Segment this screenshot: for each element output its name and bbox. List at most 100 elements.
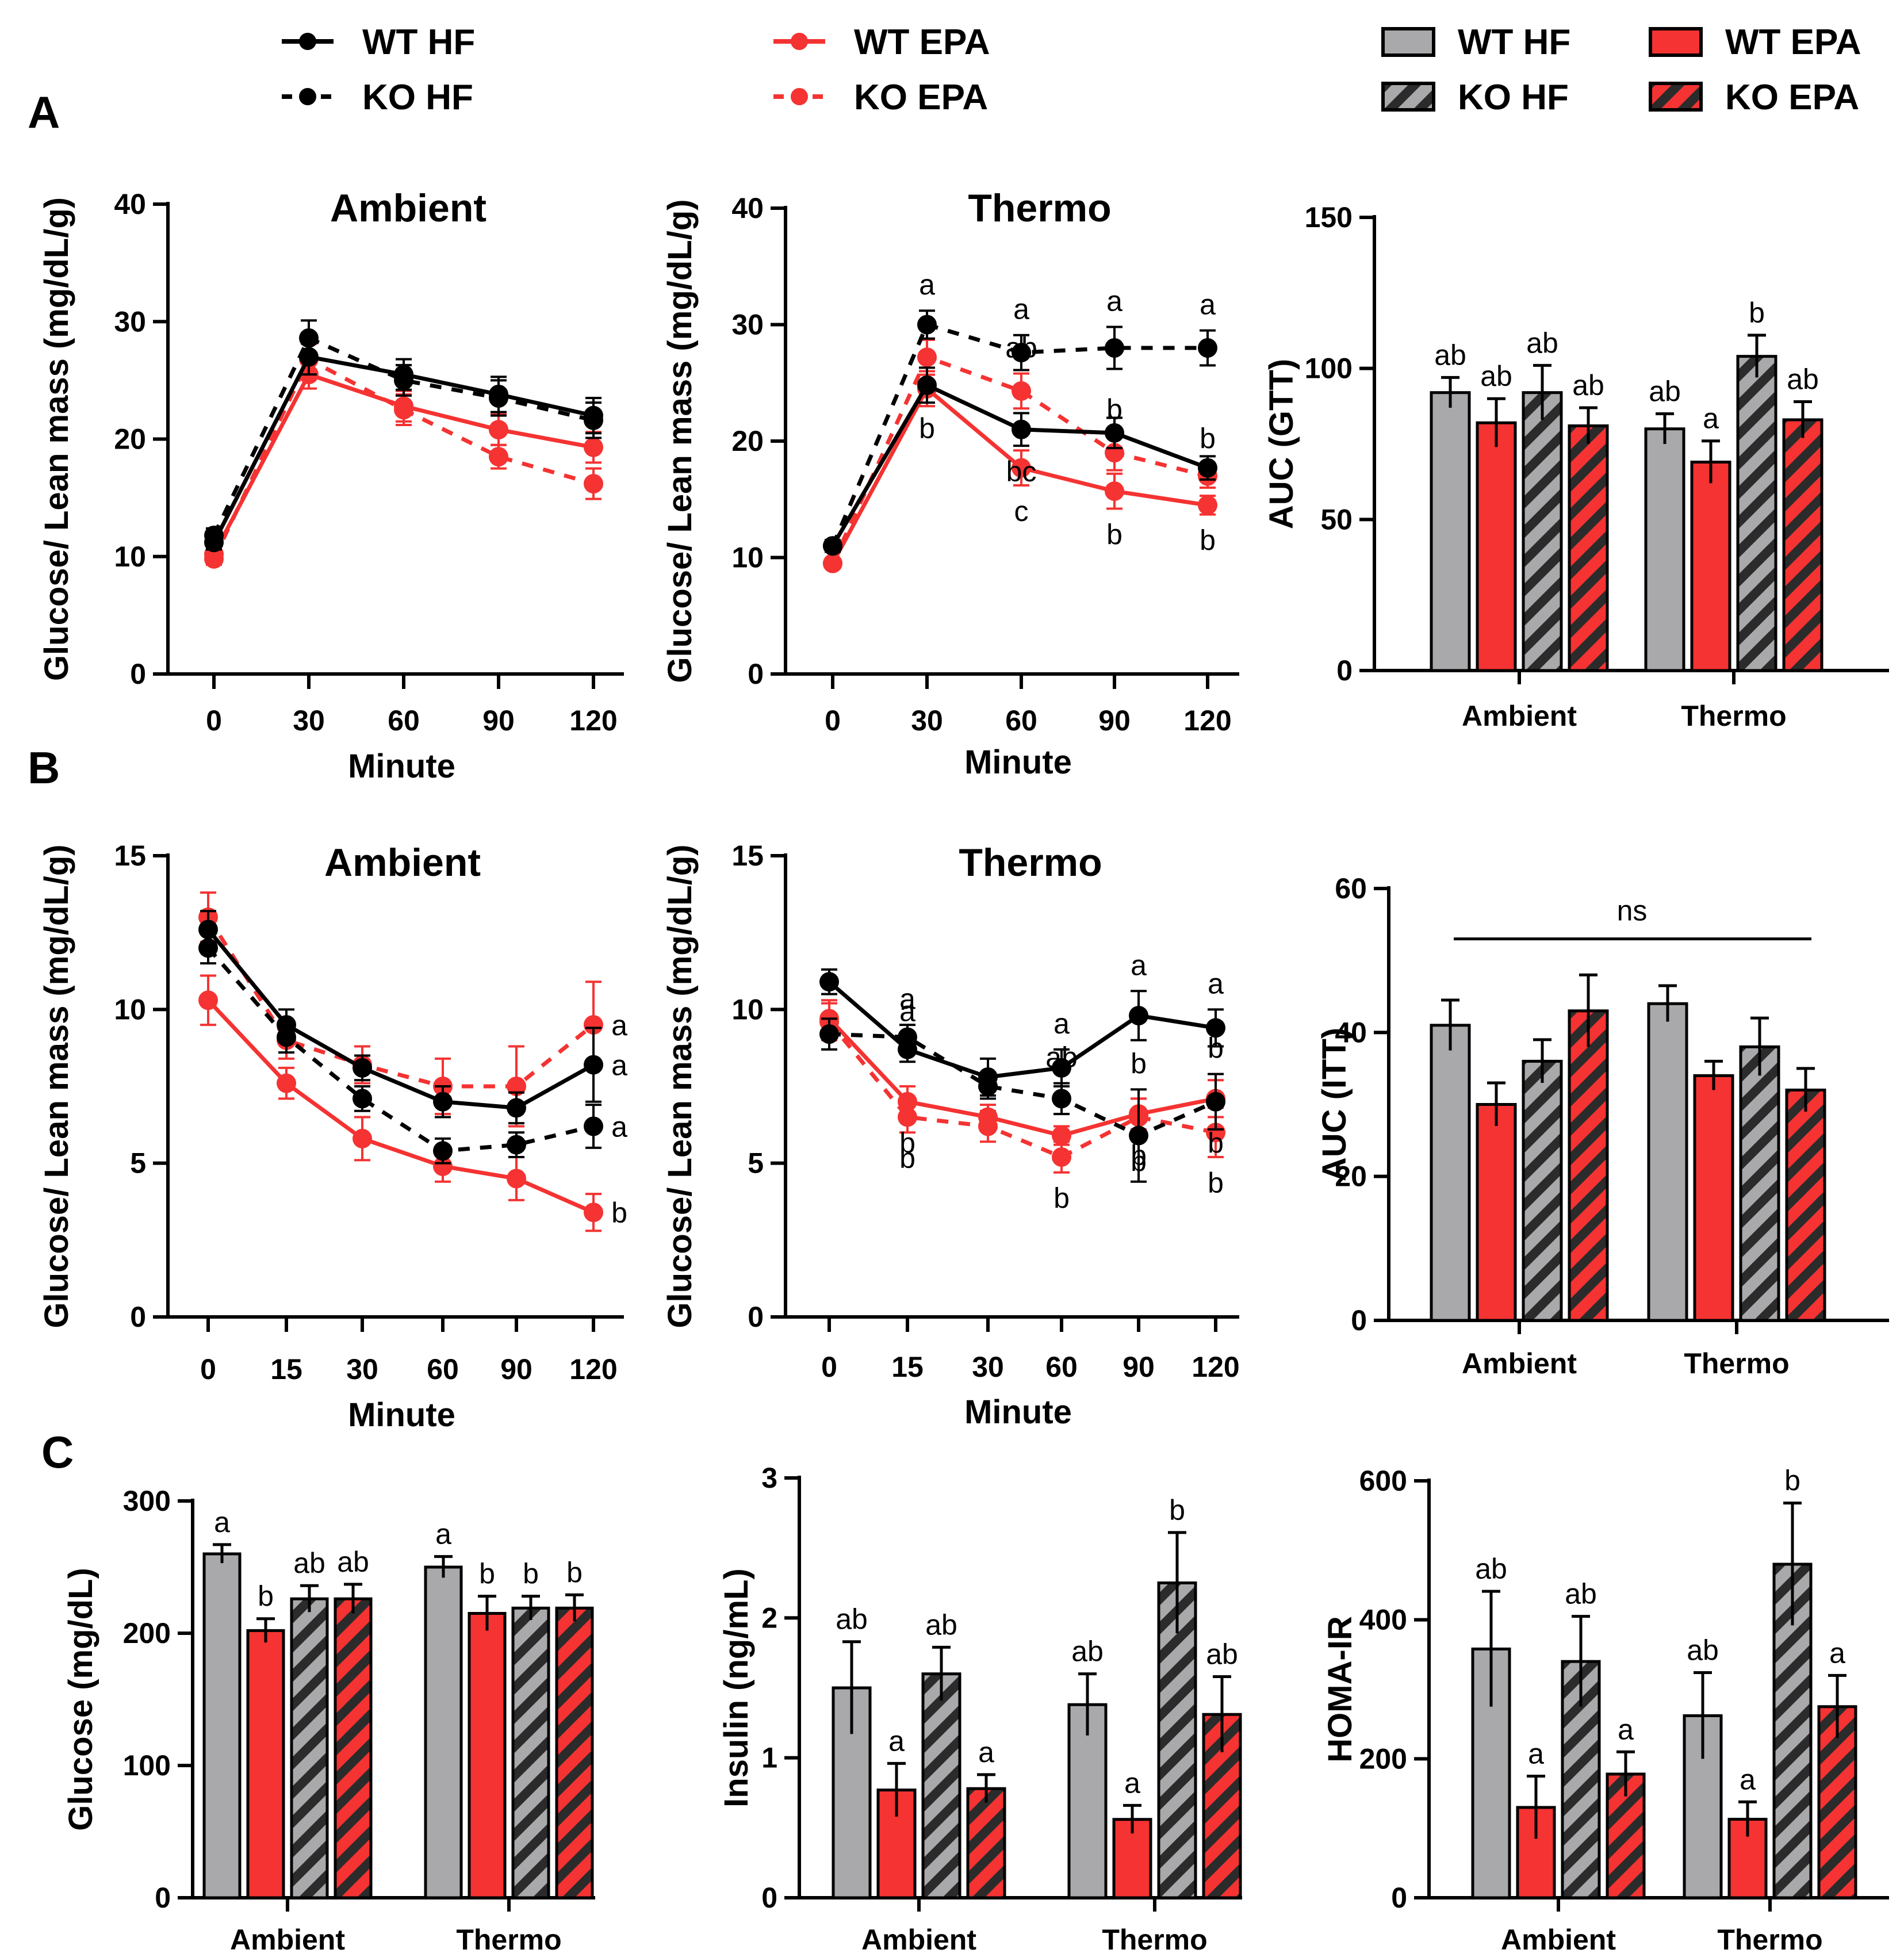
data-point — [1052, 1125, 1071, 1146]
significance-letter: b — [899, 1142, 915, 1174]
bar — [424, 1565, 463, 1899]
significance-letter: b — [1131, 1047, 1147, 1079]
significance-letter: ab — [337, 1546, 369, 1578]
significance-letter: b — [1200, 524, 1216, 557]
x-tick-label: Ambient — [1462, 700, 1577, 732]
bar — [202, 1552, 242, 1899]
bar-wt-epa — [1476, 1081, 1517, 1322]
line-legend: WT HF KO HF WT EPA KO EPA — [282, 22, 990, 117]
legend-item-wt-hf-line: WT HF — [282, 22, 475, 62]
y-tick-label: 0 — [1391, 1882, 1407, 1914]
data-point — [277, 1015, 296, 1035]
bar — [1568, 1009, 1609, 1322]
bar-ko-epa: a — [1606, 1713, 1646, 1899]
series-wt-hf: a — [198, 910, 627, 1125]
data-point — [584, 437, 603, 457]
significance-letter: a — [1618, 1713, 1634, 1745]
x-tick-label: Thermo — [1102, 1924, 1207, 1956]
significance-letter: b — [919, 412, 935, 445]
bar-wt-epa: ab — [1476, 360, 1517, 672]
x-tick-label: 90 — [1098, 704, 1131, 737]
data-point — [1198, 458, 1217, 478]
data-point — [507, 1135, 526, 1155]
y-tick-label: 10 — [114, 993, 146, 1025]
x-tick-label: 30 — [911, 704, 943, 737]
bar-ko-hf: ab — [290, 1547, 329, 1899]
series-wt-hf: bbc — [823, 366, 1217, 556]
bar — [1568, 424, 1609, 672]
x-tick-label: Thermo — [1681, 700, 1786, 732]
bar-ko-hf — [1522, 1038, 1563, 1322]
bar-ko-hf: ab — [1522, 327, 1563, 672]
series-line — [206, 998, 595, 1215]
bar — [1785, 1088, 1826, 1322]
y-tick-label: 40 — [1335, 1016, 1367, 1048]
bar-ko-hf: b — [511, 1558, 550, 1899]
data-point — [1052, 1058, 1071, 1078]
data-point — [1105, 481, 1124, 501]
y-tick-label: 0 — [1336, 654, 1353, 687]
significance-letter: a — [1053, 1008, 1070, 1040]
legend-label: KO EPA — [1725, 78, 1859, 117]
data-point — [489, 420, 508, 440]
data-point — [353, 1128, 372, 1148]
significance-letter: b — [258, 1580, 274, 1613]
data-point — [204, 533, 224, 553]
bar-wt-epa: b — [246, 1580, 285, 1899]
x-tick-label: 0 — [206, 704, 222, 737]
data-point — [433, 1092, 453, 1112]
y-tick-label: 0 — [130, 1301, 146, 1333]
data-point — [1129, 1125, 1148, 1146]
data-point — [277, 1073, 296, 1093]
bar-wt-hf: a — [424, 1518, 463, 1899]
significance-letter: a — [1703, 403, 1719, 435]
data-point — [1129, 1006, 1148, 1026]
significance-letter: a — [1200, 289, 1216, 321]
legend-label: KO HF — [362, 78, 473, 117]
chart-title: Ambient — [330, 186, 486, 230]
series-line — [828, 980, 1216, 1079]
bar — [1817, 1705, 1857, 1899]
data-point — [433, 1141, 453, 1161]
y-tick-label: 40 — [114, 188, 146, 220]
bar-wt-hf — [1647, 984, 1688, 1322]
significance-letter: ab — [1071, 1636, 1104, 1668]
x-tick-label: 0 — [821, 1351, 837, 1383]
data-point — [823, 536, 842, 556]
bar-wt-epa — [1693, 1059, 1734, 1322]
data-point — [1052, 1089, 1071, 1109]
y-tick-label: 5 — [130, 1147, 146, 1179]
data-point — [1105, 338, 1124, 358]
significance-letter: ab — [1475, 1553, 1507, 1585]
y-tick-label: 30 — [114, 305, 146, 338]
data-point — [1206, 1018, 1225, 1038]
y-tick-label: 0 — [748, 1301, 764, 1333]
y-tick-label: 10 — [731, 542, 764, 574]
significance-letter: a — [978, 1736, 994, 1768]
significance-letter: ab — [1480, 360, 1512, 392]
legend-item-ko-hf-bar: KO HF — [1381, 78, 1569, 117]
data-point — [1012, 458, 1031, 478]
significance-letter: ab — [1434, 339, 1466, 371]
y-tick-label: 0 — [155, 1882, 171, 1914]
data-point — [917, 315, 937, 335]
y-tick-label: 40 — [731, 192, 764, 224]
significance-letter: a — [214, 1506, 230, 1538]
bar-wt-epa: a — [876, 1725, 917, 1899]
data-point — [198, 920, 218, 940]
y-tick-label: 3 — [761, 1462, 777, 1494]
significance-letter: a — [888, 1725, 905, 1757]
y-axis-label: Glucose/ Lean mass (mg/dL/g) — [661, 199, 699, 683]
data-point — [584, 1116, 603, 1136]
x-tick-label: 60 — [388, 704, 420, 737]
y-tick-label: 60 — [1335, 872, 1367, 905]
significance-letter: a — [611, 1111, 627, 1143]
y-tick-label: 0 — [130, 658, 146, 690]
significance-letter: a — [611, 1009, 627, 1041]
x-tick-label: 120 — [569, 704, 617, 737]
data-point — [299, 347, 319, 367]
y-tick-label: 30 — [731, 309, 764, 341]
x-axis-label: Minute — [964, 744, 1072, 781]
bar-wt-hf: ab — [1067, 1636, 1108, 1899]
bar — [966, 1787, 1006, 1899]
